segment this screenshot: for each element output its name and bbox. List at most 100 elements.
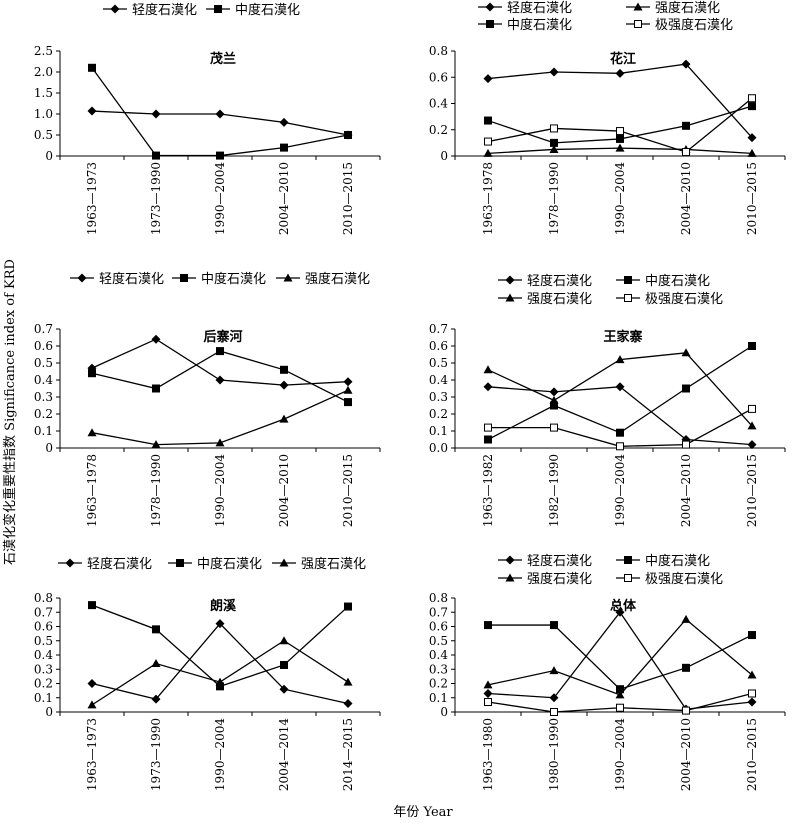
- y-tick-label: 0.5: [34, 356, 53, 370]
- y-tick-label: 0.3: [34, 662, 53, 676]
- data-point: [747, 670, 757, 679]
- data-point: [682, 706, 690, 715]
- data-point: [682, 148, 690, 157]
- legend-item: 强度石漠化: [626, 0, 720, 16]
- data-point: [483, 148, 493, 157]
- y-tick-label: 0.5: [34, 634, 53, 648]
- data-point: [344, 398, 352, 407]
- data-point: [549, 666, 559, 675]
- y-tick-label: 0.2: [34, 677, 53, 691]
- legend-marker: [180, 274, 188, 282]
- legend-item: 轻度石漠化: [478, 0, 572, 16]
- series-4: [484, 689, 756, 716]
- y-tick-label: 0.6: [429, 620, 448, 634]
- data-point: [549, 387, 559, 397]
- x-tick-label: 2004—2010: [679, 162, 693, 235]
- x-tick-label: 1963—1980: [481, 718, 495, 791]
- series-line: [91, 622, 349, 705]
- series-1: [87, 619, 353, 708]
- series-3: [483, 348, 757, 430]
- series-1: [483, 59, 757, 143]
- data-point: [483, 365, 493, 374]
- data-point: [343, 385, 353, 394]
- series-3: [483, 143, 757, 157]
- x-tick-label: 2004—2010: [679, 454, 693, 527]
- x-tick-label: 2004—2010: [277, 162, 291, 235]
- chart-panel-3: 0 0.1 0.2 0.3 0.4 0.5 0.6 0.7 1963—1978 1978—1990…: [34, 271, 381, 527]
- legend-marker: [176, 559, 184, 567]
- chart-panel-1: 0 0.5 1.0 1.5 2.0 2.5 1963—1973 1973—1990 1990—2…: [34, 2, 381, 235]
- data-point: [615, 690, 625, 699]
- data-point: [215, 677, 225, 686]
- x-tick-label: 1963—1973: [85, 718, 99, 791]
- data-point: [484, 423, 492, 432]
- x-tick-label: 2010—2015: [745, 162, 759, 235]
- legend-item: 极强度石漠化: [616, 291, 723, 307]
- y-tick-label: 2.5: [34, 44, 53, 58]
- legend-item: 中度石漠化: [172, 271, 266, 287]
- series-1: [483, 607, 757, 714]
- legend-marker: [505, 555, 515, 565]
- data-point: [616, 127, 624, 136]
- legend-marker: [624, 276, 632, 284]
- data-point: [747, 148, 757, 157]
- x-tick-label: 1990—2004: [213, 454, 227, 527]
- data-point: [615, 607, 625, 617]
- data-point: [343, 698, 353, 708]
- data-point: [615, 382, 625, 392]
- x-tick-label: 1982—1990: [547, 454, 561, 527]
- legend-label: 轻度石漠化: [527, 553, 592, 569]
- y-tick-label: 0.7: [34, 605, 53, 619]
- series-line: [91, 604, 349, 688]
- y-tick-label: 0.8: [34, 591, 53, 605]
- y-tick-label: 0.1: [34, 424, 53, 438]
- legend-item: 中度石漠化: [616, 273, 710, 289]
- data-point: [344, 602, 352, 611]
- y-tick-label: 0.4: [429, 648, 448, 662]
- data-point: [279, 636, 289, 645]
- data-point: [550, 124, 558, 133]
- data-point: [549, 693, 559, 703]
- legend-item: 轻度石漠化: [103, 2, 197, 18]
- chart-title: 王家寨: [603, 329, 642, 345]
- chart-title: 总体: [610, 598, 637, 614]
- data-point: [747, 421, 757, 430]
- y-tick-label: 0: [440, 149, 448, 163]
- y-tick-label: 0: [440, 705, 448, 719]
- data-point: [88, 369, 96, 378]
- legend-label: 中度石漠化: [201, 271, 266, 287]
- x-tick-label: 1973—1990: [149, 718, 163, 791]
- data-point: [748, 404, 756, 413]
- data-point: [280, 660, 288, 669]
- chart-legend: 轻度石漠化 中度石漠化 强度石漠化: [70, 271, 370, 287]
- data-point: [748, 342, 756, 350]
- y-tick-label: 0.4: [34, 373, 53, 387]
- chart-legend: 轻度石漠化 中度石漠化: [103, 2, 300, 18]
- x-tick-label: 2010—2015: [341, 454, 355, 527]
- legend-label: 强度石漠化: [305, 271, 370, 287]
- legend-marker: [283, 273, 293, 282]
- data-point: [682, 663, 690, 672]
- data-point: [216, 347, 224, 356]
- x-tick-label: 1963—1978: [481, 162, 495, 235]
- data-point: [215, 109, 225, 119]
- legend-label: 中度石漠化: [645, 273, 710, 289]
- data-point: [215, 375, 225, 385]
- x-tick-label: 1978—1990: [547, 162, 561, 235]
- series-2: [484, 342, 756, 444]
- y-tick-label: 0.3: [429, 662, 448, 676]
- data-point: [549, 67, 559, 77]
- legend-item: 轻度石漠化: [498, 273, 592, 289]
- legend-marker: [485, 2, 495, 12]
- data-point: [215, 619, 225, 629]
- series-2: [88, 347, 352, 407]
- data-point: [616, 428, 624, 437]
- series-2: [88, 601, 352, 691]
- y-tick-label: 0.8: [429, 44, 448, 58]
- data-point: [681, 348, 691, 357]
- legend-marker: [110, 4, 120, 14]
- x-tick-label: 2010—2015: [341, 162, 355, 235]
- legend-label: 轻度石漠化: [527, 273, 592, 289]
